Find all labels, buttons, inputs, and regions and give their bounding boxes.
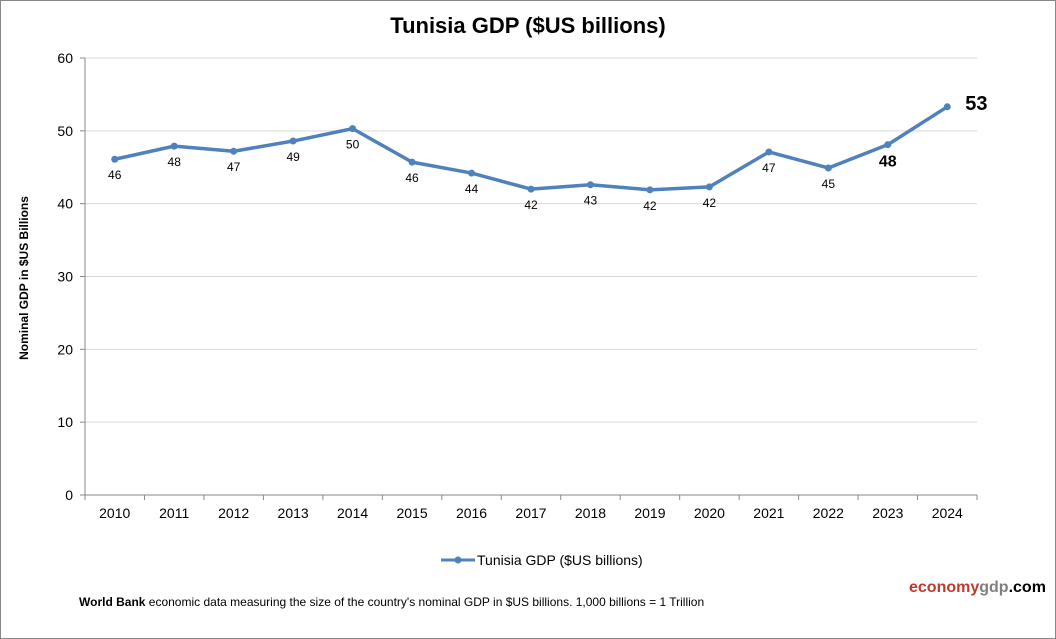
- data-point: [349, 125, 357, 133]
- data-point: [289, 137, 297, 145]
- data-point: [705, 183, 713, 191]
- y-tick-label: 30: [57, 269, 73, 285]
- data-point: [646, 186, 654, 194]
- data-label: 53: [965, 93, 987, 115]
- plot-area: 0 10 20 30 40 50 60 2010 2011 2012 2013 2014 2015 201…: [57, 50, 987, 521]
- legend-label: Tunisia GDP ($US billions): [477, 552, 643, 568]
- data-label: 43: [584, 194, 598, 208]
- data-label: 48: [879, 154, 897, 171]
- legend: Tunisia GDP ($US billions): [441, 552, 643, 568]
- data-label: 46: [405, 171, 419, 185]
- brand-part-com: .com: [1008, 579, 1046, 596]
- data-label: 42: [643, 199, 657, 213]
- data-point: [408, 158, 416, 166]
- data-label: 47: [227, 160, 241, 174]
- data-point: [586, 181, 594, 189]
- data-label: 48: [168, 155, 182, 169]
- y-tick-label: 0: [65, 487, 73, 503]
- x-tick-label: 2022: [813, 505, 844, 521]
- brand-part-economy: economy: [909, 579, 980, 596]
- x-tick-label: 2020: [694, 505, 725, 521]
- y-tick-label: 40: [57, 196, 73, 212]
- chart-title: Tunisia GDP ($US billions): [390, 13, 666, 38]
- y-tick-label: 60: [57, 50, 73, 66]
- footer-note: World Bank economic data measuring the s…: [79, 595, 704, 609]
- data-label: 46: [108, 168, 122, 182]
- x-tick-label: 2012: [218, 505, 249, 521]
- data-point: [884, 141, 892, 149]
- x-tick-label: 2015: [396, 505, 427, 521]
- legend-line-marker-icon: [441, 556, 475, 564]
- footer-text: economic data measuring the size of the …: [145, 595, 705, 609]
- x-tick-label: 2024: [932, 505, 963, 521]
- x-tick-label: 2013: [278, 505, 309, 521]
- x-tick-label: 2011: [159, 505, 189, 521]
- data-label: 42: [703, 196, 717, 210]
- data-point: [527, 185, 535, 193]
- x-tick-label: 2021: [753, 505, 784, 521]
- data-point: [111, 155, 119, 163]
- data-label: 47: [762, 161, 776, 175]
- data-label: 42: [524, 198, 538, 212]
- y-tick-label: 50: [57, 123, 73, 139]
- x-tick-label: 2016: [456, 505, 487, 521]
- data-point: [824, 164, 832, 172]
- x-tick-label: 2017: [515, 505, 546, 521]
- data-point: [943, 103, 951, 111]
- brand-part-gdp: gdp: [979, 579, 1009, 596]
- x-tick-label: 2010: [99, 505, 130, 521]
- brand-logo[interactable]: economygdp.com: [909, 579, 1046, 597]
- data-point: [765, 148, 773, 156]
- x-tick-label: 2014: [337, 505, 368, 521]
- data-point: [170, 142, 178, 150]
- x-tick-label: 2018: [575, 505, 606, 521]
- data-label: 45: [822, 177, 836, 191]
- footer-source: World Bank: [79, 595, 146, 609]
- data-label: 50: [346, 138, 360, 152]
- data-point: [468, 169, 476, 177]
- data-label: 49: [286, 150, 300, 164]
- data-point: [230, 147, 238, 155]
- y-tick-label: 10: [57, 414, 73, 430]
- y-tick-label: 20: [57, 341, 73, 357]
- data-label: 44: [465, 182, 479, 196]
- x-tick-label: 2019: [634, 505, 665, 521]
- x-tick-label: 2023: [872, 505, 903, 521]
